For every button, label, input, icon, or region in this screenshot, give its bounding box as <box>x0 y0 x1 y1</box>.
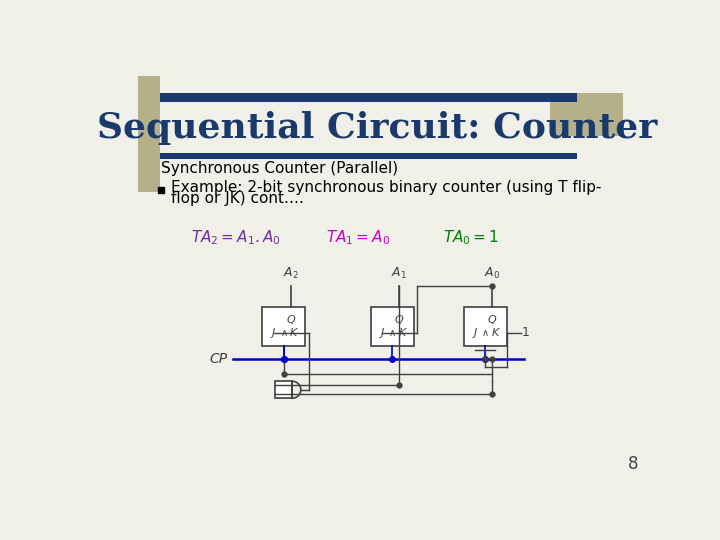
Text: K: K <box>492 328 499 338</box>
Bar <box>464 307 507 346</box>
Text: $\wedge$: $\wedge$ <box>388 328 396 338</box>
Bar <box>549 93 624 136</box>
Bar <box>138 76 160 192</box>
Text: J: J <box>272 328 275 338</box>
Text: $\wedge$: $\wedge$ <box>280 328 288 338</box>
Text: $A_2$: $A_2$ <box>283 266 299 281</box>
Bar <box>160 153 577 159</box>
Text: Synchronous Counter (Parallel): Synchronous Counter (Parallel) <box>161 161 398 176</box>
Text: Q: Q <box>488 315 497 326</box>
Text: $\mathit{TA}_0 = 1$: $\mathit{TA}_0 = 1$ <box>443 229 498 247</box>
Text: Example: 2-bit synchronous binary counter (using T flip-: Example: 2-bit synchronous binary counte… <box>171 180 601 195</box>
Bar <box>371 307 413 346</box>
Text: $A_0$: $A_0$ <box>484 266 500 281</box>
Text: K: K <box>399 328 406 338</box>
Text: 1: 1 <box>522 326 530 339</box>
Text: $A_1$: $A_1$ <box>391 266 408 281</box>
Bar <box>262 307 305 346</box>
Text: $\mathit{TA}_2 = A_1.A_0$: $\mathit{TA}_2 = A_1.A_0$ <box>191 229 281 247</box>
Text: $\mathit{TA}_1 = A_0$: $\mathit{TA}_1 = A_0$ <box>326 229 391 247</box>
Text: flop or JK) cont.…: flop or JK) cont.… <box>171 191 304 206</box>
Text: Sequential Circuit: Counter: Sequential Circuit: Counter <box>96 111 657 145</box>
Bar <box>160 93 577 102</box>
Text: Q: Q <box>395 315 404 326</box>
Text: CP: CP <box>210 352 228 366</box>
Text: J: J <box>381 328 384 338</box>
Text: J: J <box>474 328 477 338</box>
Text: K: K <box>290 328 297 338</box>
Text: Q: Q <box>287 315 295 326</box>
Bar <box>275 381 292 398</box>
Text: $\wedge$: $\wedge$ <box>481 328 489 338</box>
Text: 8: 8 <box>628 455 639 473</box>
